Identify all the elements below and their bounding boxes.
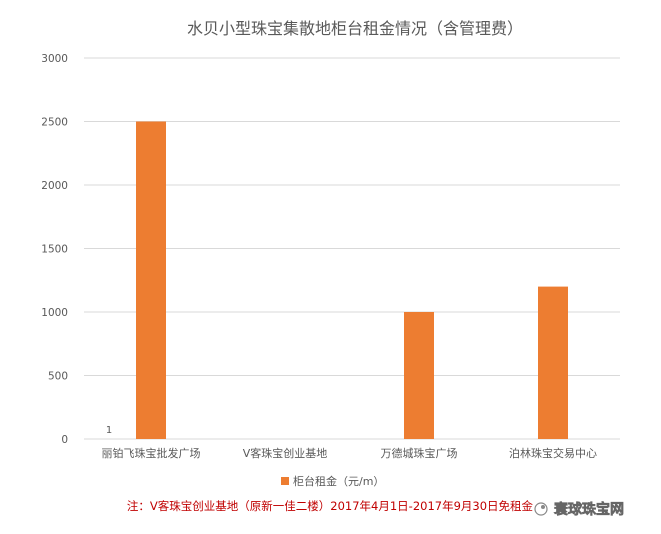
x-tick-label: 泊林珠宝交易中心 [509, 446, 597, 460]
y-tick-label: 2500 [41, 117, 68, 129]
y-tick-label: 1500 [41, 244, 68, 256]
legend-swatch [281, 477, 289, 485]
y-tick-label: 2000 [41, 180, 68, 192]
x-tick-label: 万德城珠宝广场 [381, 446, 458, 460]
watermark-text: 寰球珠宝网 [553, 501, 624, 518]
x-tick-label: V客珠宝创业基地 [243, 446, 328, 460]
bar [136, 121, 166, 439]
y-axis: 0 500 1000 1500 2000 2500 3000 [41, 53, 68, 446]
annotation-label: 1 [106, 425, 112, 436]
bar [404, 312, 434, 439]
chart-title: 水贝小型珠宝集散地柜台租金情况（含管理费） [187, 19, 523, 38]
bars [136, 121, 568, 439]
y-tick-label: 1000 [41, 307, 68, 319]
bar [538, 286, 568, 439]
watermark-logo-icon [534, 502, 548, 516]
legend-label: 柜台租金（元/m） [293, 474, 384, 488]
x-tick-label: 丽铂飞珠宝批发广场 [102, 446, 201, 460]
watermark-logo-dot [541, 505, 545, 509]
footnote: 注：V客珠宝创业基地（原新一佳二楼）2017年4月1日-2017年9月30日免租… [127, 499, 534, 513]
annotations: 1 [106, 425, 112, 436]
x-axis: 丽铂飞珠宝批发广场 V客珠宝创业基地 万德城珠宝广场 泊林珠宝交易中心 [102, 446, 598, 460]
y-tick-label: 0 [61, 434, 68, 446]
y-tick-label: 500 [48, 371, 68, 383]
y-tick-label: 3000 [41, 53, 68, 65]
gridlines [84, 57, 620, 440]
watermark: 寰球珠宝网 [534, 501, 624, 518]
legend: 柜台租金（元/m） [281, 474, 384, 488]
